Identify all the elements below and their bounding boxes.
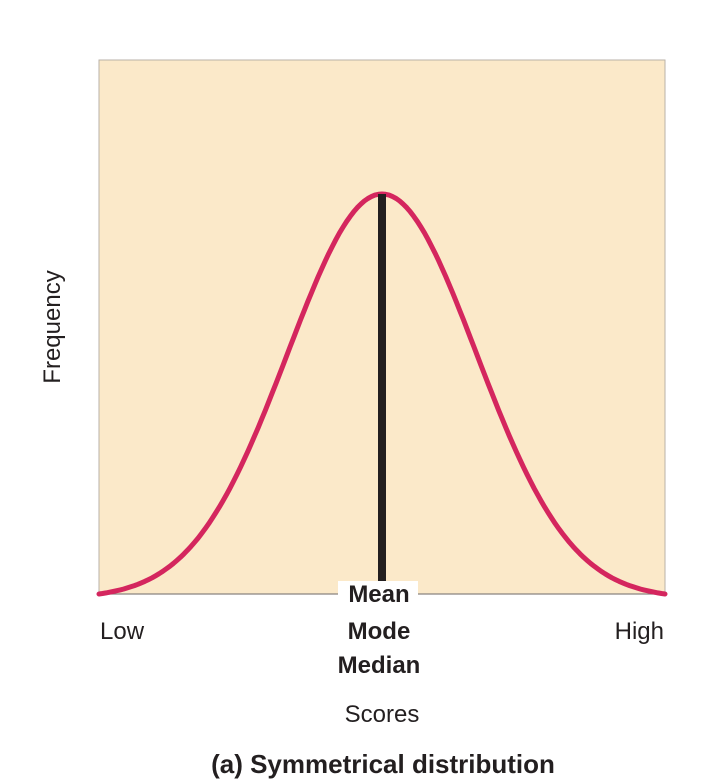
x-tick-low: Low (100, 618, 145, 645)
y-axis-label: Frequency (39, 270, 66, 383)
center-label-background (338, 581, 418, 611)
x-tick-high: High (615, 618, 664, 645)
x-tick-mode: Mode (348, 618, 411, 645)
x-axis-label: Scores (345, 701, 420, 728)
figure-caption: (a) Symmetrical distribution (211, 749, 555, 779)
x-tick-mean: Mean (348, 581, 409, 608)
x-tick-median: Median (338, 652, 421, 679)
